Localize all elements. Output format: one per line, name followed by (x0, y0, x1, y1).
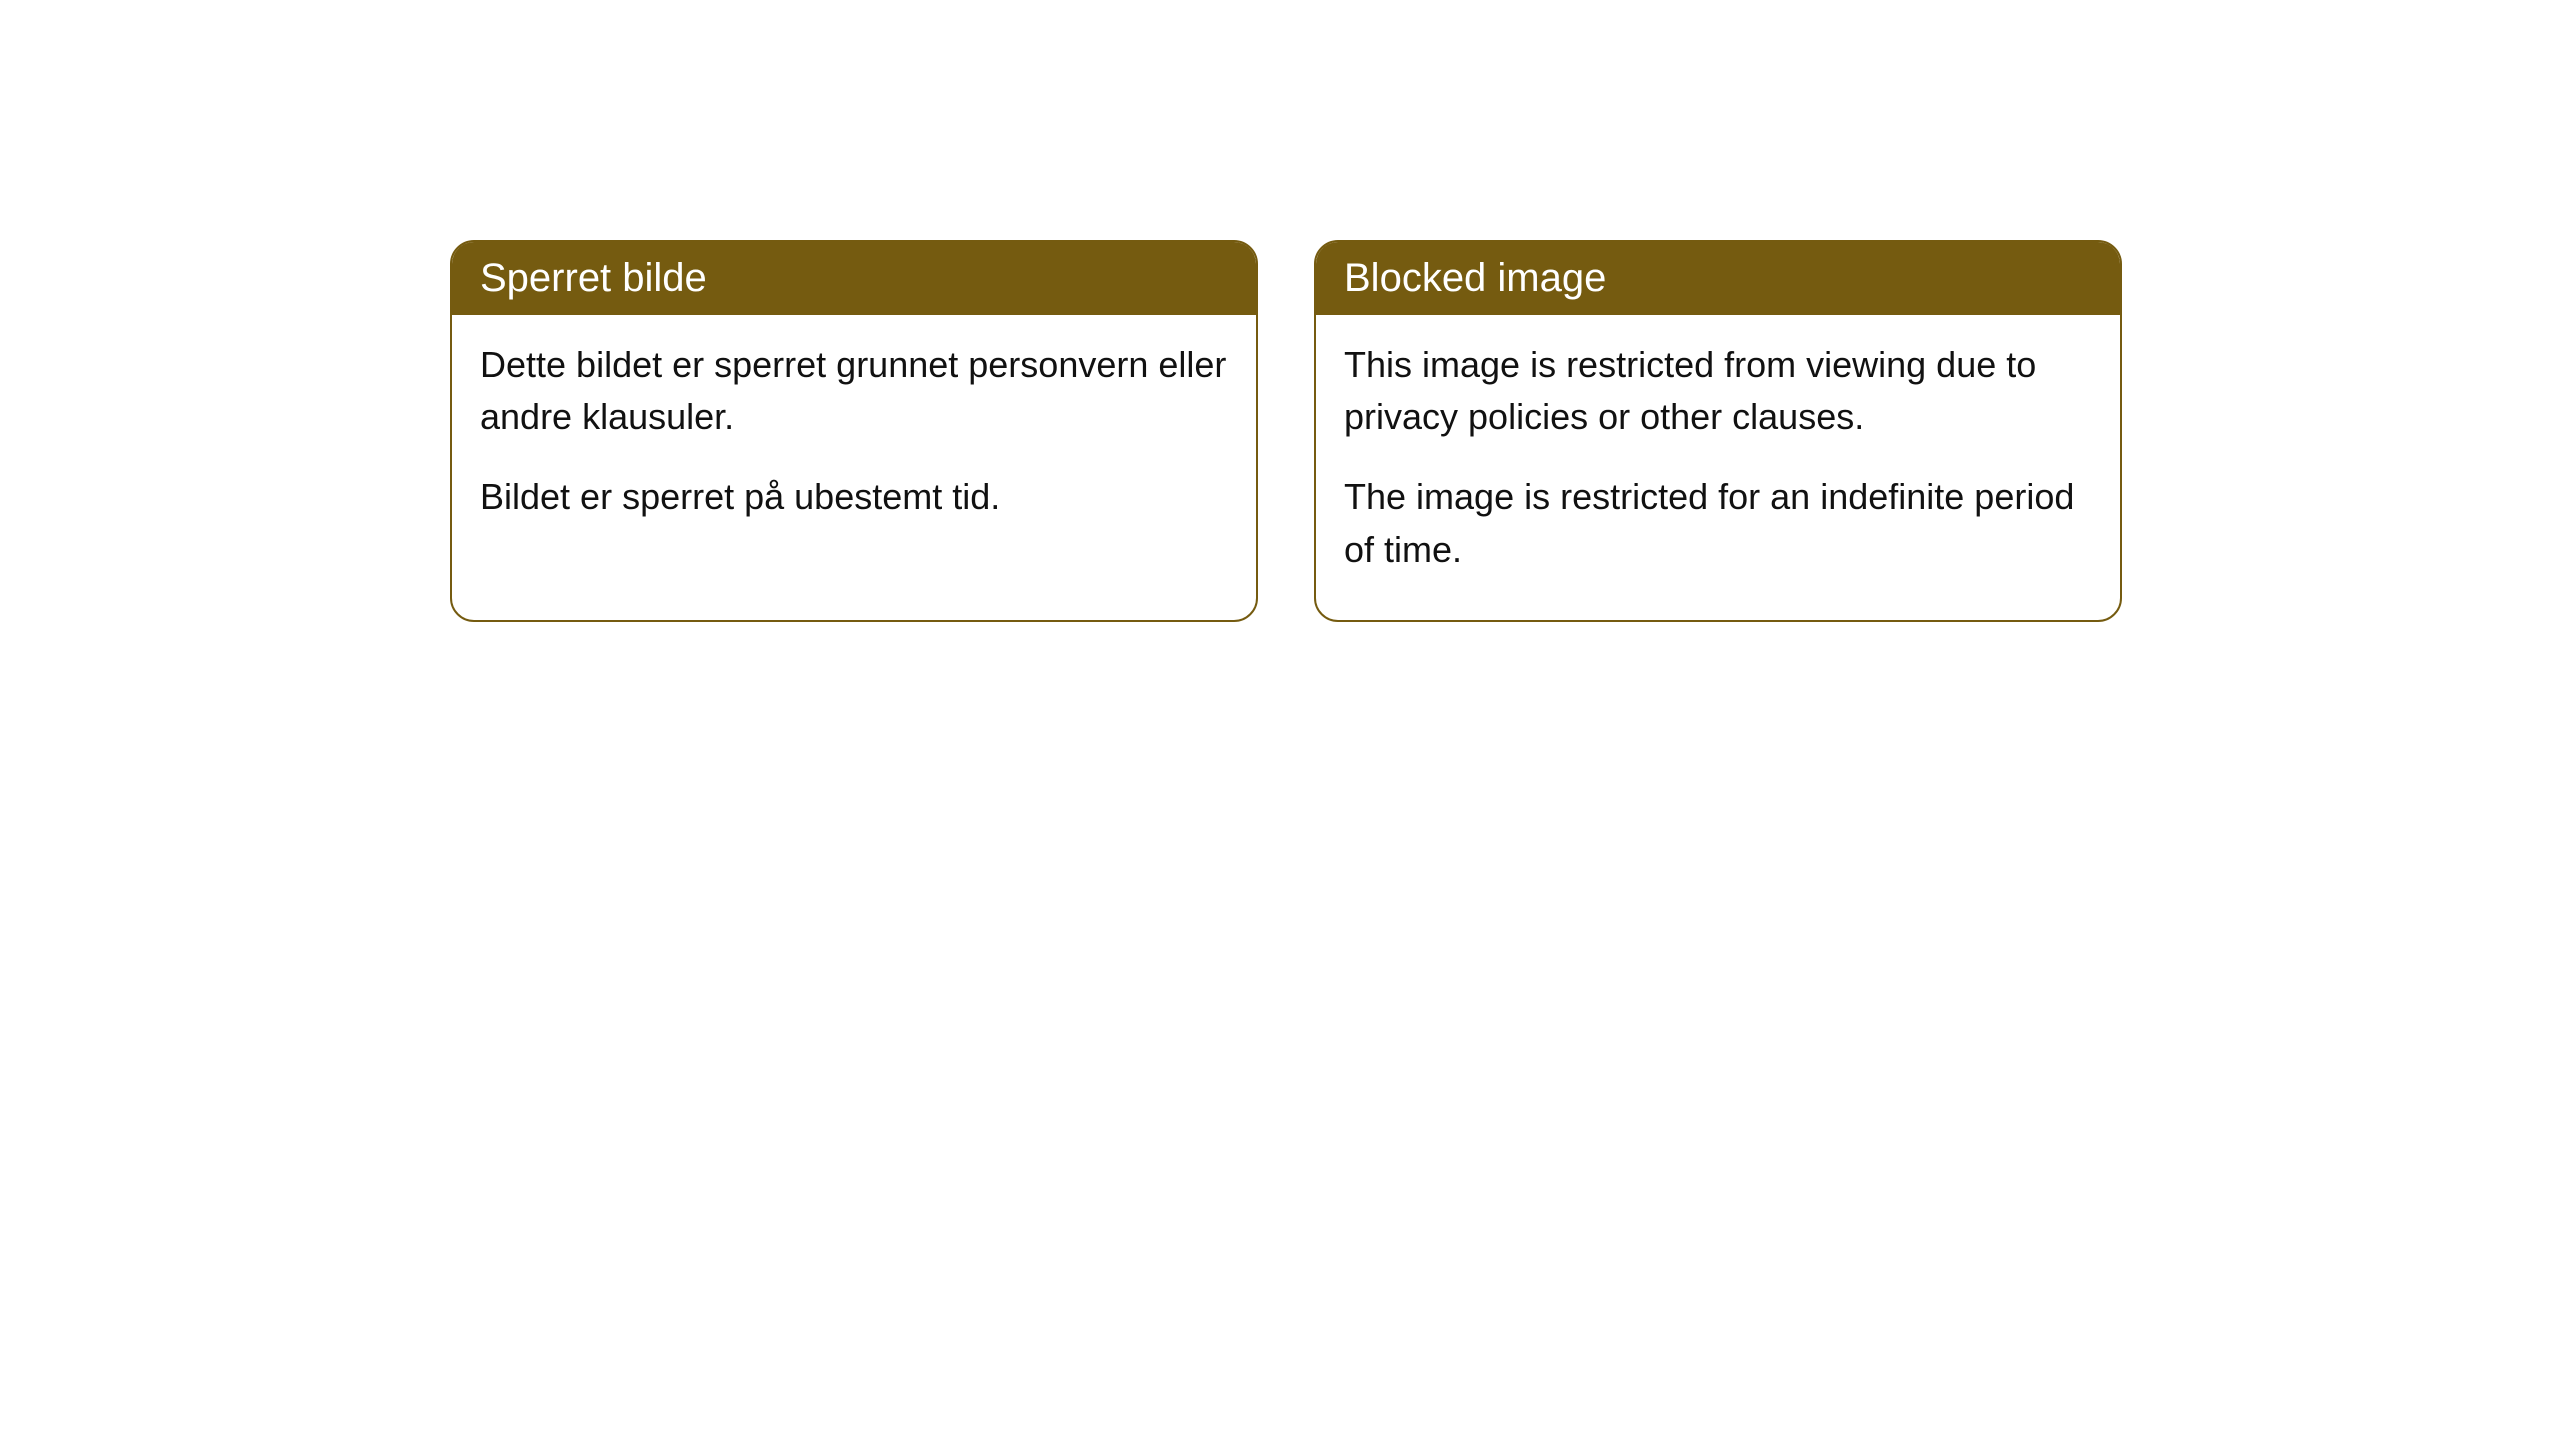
card-body: Dette bildet er sperret grunnet personve… (452, 315, 1256, 568)
notice-card-english: Blocked image This image is restricted f… (1314, 240, 2122, 622)
card-paragraph: Dette bildet er sperret grunnet personve… (480, 339, 1228, 443)
notice-card-norwegian: Sperret bilde Dette bildet er sperret gr… (450, 240, 1258, 622)
card-title: Blocked image (1344, 256, 1606, 300)
notice-cards-container: Sperret bilde Dette bildet er sperret gr… (450, 240, 2122, 622)
card-header: Blocked image (1316, 242, 2120, 315)
card-body: This image is restricted from viewing du… (1316, 315, 2120, 620)
card-paragraph: The image is restricted for an indefinit… (1344, 471, 2092, 575)
card-title: Sperret bilde (480, 256, 707, 300)
card-paragraph: This image is restricted from viewing du… (1344, 339, 2092, 443)
card-paragraph: Bildet er sperret på ubestemt tid. (480, 471, 1228, 523)
card-header: Sperret bilde (452, 242, 1256, 315)
